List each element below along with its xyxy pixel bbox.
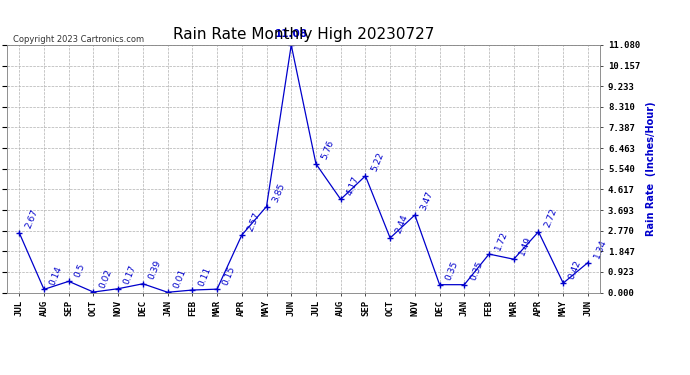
Text: 5.22: 5.22: [370, 152, 386, 173]
Text: 0.02: 0.02: [97, 267, 113, 289]
Text: 3.47: 3.47: [419, 190, 435, 212]
Text: 5.76: 5.76: [320, 139, 336, 161]
Text: 0.15: 0.15: [221, 264, 237, 286]
Text: 0.11: 0.11: [197, 265, 213, 287]
Text: 11.08: 11.08: [275, 30, 308, 39]
Title: Rain Rate Monthly High 20230727: Rain Rate Monthly High 20230727: [173, 27, 434, 42]
Text: 2.72: 2.72: [542, 207, 558, 229]
Text: 0.42: 0.42: [567, 258, 583, 280]
Text: 0.39: 0.39: [147, 259, 163, 281]
Text: 4.17: 4.17: [345, 175, 361, 196]
Text: 1.49: 1.49: [518, 234, 534, 256]
Y-axis label: Rain Rate  (Inches/Hour): Rain Rate (Inches/Hour): [646, 102, 656, 236]
Text: 0.5: 0.5: [73, 262, 87, 279]
Text: 2.57: 2.57: [246, 210, 262, 232]
Text: 1.34: 1.34: [592, 238, 608, 260]
Text: 2.67: 2.67: [23, 208, 39, 230]
Text: Copyright 2023 Cartronics.com: Copyright 2023 Cartronics.com: [13, 35, 144, 44]
Text: 0.14: 0.14: [48, 265, 64, 286]
Text: 0.35: 0.35: [444, 260, 460, 282]
Text: 2.44: 2.44: [394, 213, 410, 235]
Text: 3.85: 3.85: [270, 182, 286, 204]
Text: 0.17: 0.17: [122, 264, 138, 286]
Text: 0.01: 0.01: [172, 267, 188, 290]
Text: 0.35: 0.35: [469, 260, 484, 282]
Text: 1.72: 1.72: [493, 230, 509, 251]
